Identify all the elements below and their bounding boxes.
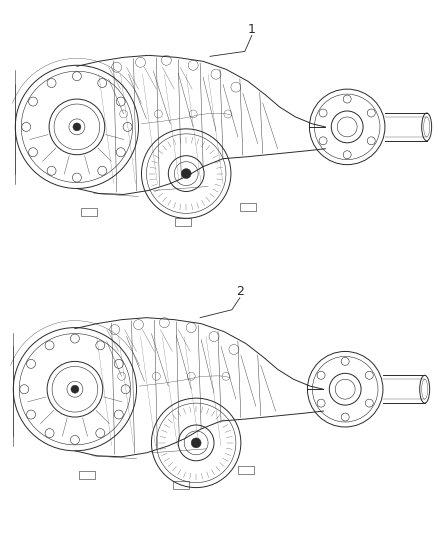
Bar — [81, 208, 97, 216]
Text: 1: 1 — [248, 23, 256, 36]
Bar — [79, 471, 95, 479]
Bar — [240, 204, 256, 212]
Circle shape — [73, 123, 81, 131]
Bar — [175, 219, 191, 226]
Circle shape — [71, 385, 79, 393]
Circle shape — [191, 438, 201, 448]
Bar — [173, 481, 189, 489]
Circle shape — [181, 168, 191, 179]
Bar — [238, 466, 254, 474]
Text: 2: 2 — [236, 285, 244, 298]
